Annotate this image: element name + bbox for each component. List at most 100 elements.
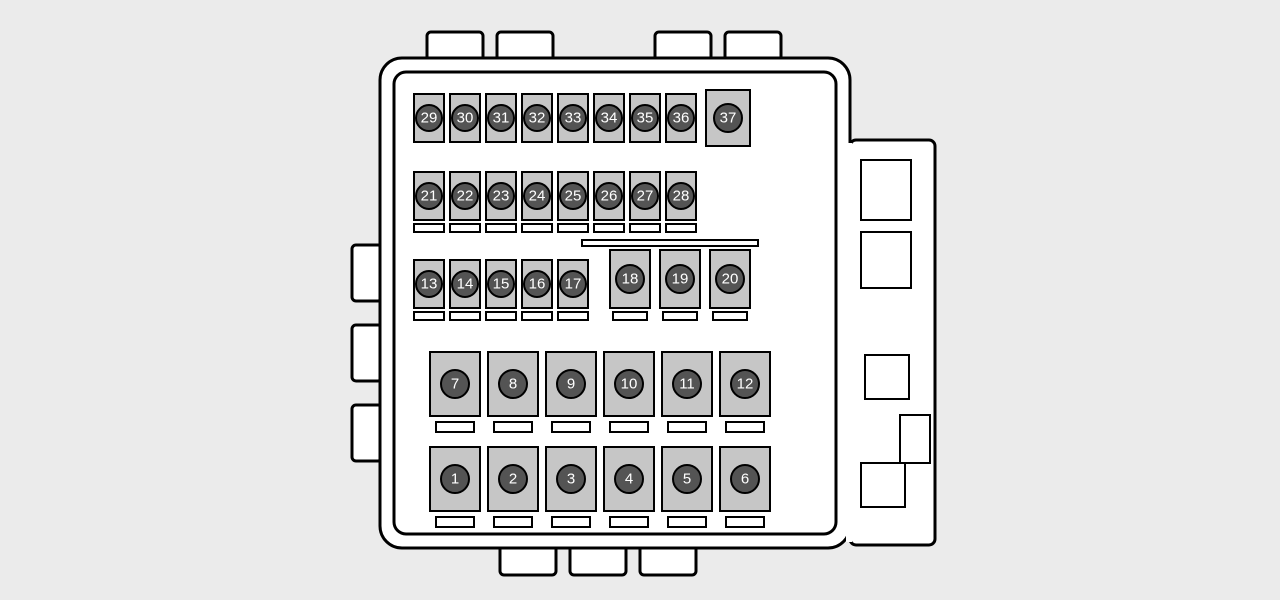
fuse-6-contact <box>726 517 764 527</box>
fuse-2-contact <box>494 517 532 527</box>
fuse-20: 20 <box>710 250 750 308</box>
fuse-22: 22 <box>450 172 480 220</box>
right-block-1 <box>861 232 911 288</box>
fuse-3-label: 3 <box>567 471 575 488</box>
fuse-13-label: 13 <box>421 276 438 293</box>
fuse-10-contact <box>610 422 648 432</box>
fuse-25: 25 <box>558 172 588 220</box>
fuse-6-label: 6 <box>741 471 749 488</box>
fuse-24-contact <box>522 224 552 232</box>
fuse-20-contact <box>713 312 747 320</box>
fuse-1-label: 1 <box>451 471 459 488</box>
right-block-4 <box>861 463 905 507</box>
fuse-28-label: 28 <box>673 188 690 205</box>
panel-tab-left-0 <box>352 245 382 301</box>
fuse-8-label: 8 <box>509 376 517 393</box>
fuse-27: 27 <box>630 172 660 220</box>
fuse-34-label: 34 <box>601 110 618 127</box>
fuse-15-contact <box>486 312 516 320</box>
fuse-2: 2 <box>488 447 538 511</box>
fuse-25-contact <box>558 224 588 232</box>
fuse-21-label: 21 <box>421 188 438 205</box>
fuse-12-label: 12 <box>737 376 754 393</box>
fuse-9-label: 9 <box>567 376 575 393</box>
fuse-12-contact <box>726 422 764 432</box>
fuse-26-contact <box>594 224 624 232</box>
fuse-8: 8 <box>488 352 538 416</box>
fuse-14-contact <box>450 312 480 320</box>
fuse-17-label: 17 <box>565 276 582 293</box>
fuse-14: 14 <box>450 260 480 308</box>
fuse-31: 31 <box>486 94 516 142</box>
fuse-1: 1 <box>430 447 480 511</box>
fuse-26: 26 <box>594 172 624 220</box>
fuse-16: 16 <box>522 260 552 308</box>
fuse-13-contact <box>414 312 444 320</box>
fuse-28-contact <box>666 224 696 232</box>
right-block-2 <box>865 355 909 399</box>
fuse-19-label: 19 <box>672 271 689 288</box>
fuse-5: 5 <box>662 447 712 511</box>
fuse-13: 13 <box>414 260 444 308</box>
fuse-21-contact <box>414 224 444 232</box>
fuse-17: 17 <box>558 260 588 308</box>
fuse-15-label: 15 <box>493 276 510 293</box>
fuse-15: 15 <box>486 260 516 308</box>
fuse-12: 12 <box>720 352 770 416</box>
fuse-10: 10 <box>604 352 654 416</box>
fuse-11-label: 11 <box>679 376 695 393</box>
fuse-14-label: 14 <box>457 276 474 293</box>
fuse-24-label: 24 <box>529 188 546 205</box>
fuse-23-label: 23 <box>493 188 510 205</box>
fuse-35-label: 35 <box>637 110 654 127</box>
fuse-2-label: 2 <box>509 471 517 488</box>
fuse-3-contact <box>552 517 590 527</box>
fuse-21: 21 <box>414 172 444 220</box>
fuse-36: 36 <box>666 94 696 142</box>
fuse-7-contact <box>436 422 474 432</box>
fuse-box-diagram: 1234567891011121314151617181920212223242… <box>0 0 1280 600</box>
right-block-3 <box>900 415 930 463</box>
fuse-33-label: 33 <box>565 110 582 127</box>
fuse-7-label: 7 <box>451 376 459 393</box>
fuse-18-contact <box>613 312 647 320</box>
fuse-4: 4 <box>604 447 654 511</box>
fuse-18: 18 <box>610 250 650 308</box>
fuse-17-contact <box>558 312 588 320</box>
fuse-8-contact <box>494 422 532 432</box>
fuse-11-contact <box>668 422 706 432</box>
fuse-24: 24 <box>522 172 552 220</box>
fuse-29-label: 29 <box>421 110 438 127</box>
fuse-16-contact <box>522 312 552 320</box>
fuse-37: 37 <box>706 90 750 146</box>
fuse-20-label: 20 <box>722 271 739 288</box>
panel-tab-left-2 <box>352 405 382 461</box>
fuse-23-contact <box>486 224 516 232</box>
panel-tab-left-1 <box>352 325 382 381</box>
fuse-29: 29 <box>414 94 444 142</box>
fuse-4-label: 4 <box>625 471 633 488</box>
fuse-30-label: 30 <box>457 110 474 127</box>
fuse-27-label: 27 <box>637 188 654 205</box>
fuse-19: 19 <box>660 250 700 308</box>
fuse-9-contact <box>552 422 590 432</box>
fuse-5-label: 5 <box>683 471 691 488</box>
fuse-18-label: 18 <box>622 271 639 288</box>
fuse-4-contact <box>610 517 648 527</box>
panel-join-mask <box>846 143 852 542</box>
fuse-7: 7 <box>430 352 480 416</box>
fuse-37-label: 37 <box>720 110 737 127</box>
fuse-22-contact <box>450 224 480 232</box>
fuse-32: 32 <box>522 94 552 142</box>
fuse-6: 6 <box>720 447 770 511</box>
fuse-16-label: 16 <box>529 276 546 293</box>
fuse-34: 34 <box>594 94 624 142</box>
fuse-5-contact <box>668 517 706 527</box>
fuse-1-contact <box>436 517 474 527</box>
fuse-9: 9 <box>546 352 596 416</box>
fuse-3: 3 <box>546 447 596 511</box>
fuse-11: 11 <box>662 352 712 416</box>
fuse-33: 33 <box>558 94 588 142</box>
fuse-25-label: 25 <box>565 188 582 205</box>
fuse-31-label: 31 <box>493 110 510 127</box>
